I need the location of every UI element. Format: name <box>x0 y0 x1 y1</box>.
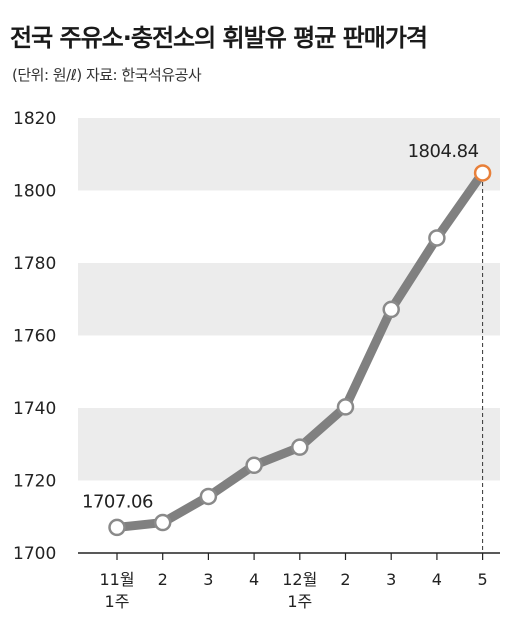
data-label: 1804.84 <box>408 141 479 162</box>
grid-bands <box>78 118 500 481</box>
y-tick-label: 1820 <box>13 109 56 129</box>
y-tick-label: 1740 <box>13 399 56 419</box>
data-points <box>108 164 492 537</box>
x-axis-ticks: 11월 1주 2 3 4 12월 1주 2 3 4 5 <box>99 553 488 611</box>
x-tick-label: 2 <box>340 570 350 589</box>
y-tick-label: 1720 <box>13 472 56 492</box>
x-tick-label: 4 <box>432 570 442 589</box>
data-point <box>291 438 309 456</box>
x-tick-label: 2 <box>158 570 168 589</box>
x-tick-label: 1주 <box>287 592 312 611</box>
x-tick-label: 12월 <box>282 570 317 589</box>
x-tick-label: 11월 <box>99 570 134 589</box>
grid-band <box>78 118 500 191</box>
y-tick-label: 1780 <box>13 254 56 274</box>
data-point <box>108 518 126 537</box>
grid-band <box>78 408 500 481</box>
data-point <box>153 513 172 532</box>
data-point <box>199 487 218 506</box>
data-point <box>245 456 263 475</box>
data-label: 1707.06 <box>82 491 153 512</box>
data-point <box>336 398 355 416</box>
chart-subtitle: (단위: 원/ℓ) 자료: 한국석유공사 <box>12 66 202 84</box>
data-point-highlight <box>473 164 492 182</box>
x-tick-label: 1주 <box>105 592 130 611</box>
x-tick-label: 3 <box>386 570 396 589</box>
y-axis-ticks: 1700 1720 1740 1760 1780 1800 1820 <box>13 109 56 564</box>
y-tick-label: 1800 <box>13 182 56 202</box>
x-tick-label: 3 <box>203 570 213 589</box>
y-tick-label: 1700 <box>13 544 56 564</box>
x-tick-label: 5 <box>478 570 488 589</box>
data-point <box>382 300 400 319</box>
data-point <box>428 229 446 247</box>
chart-title: 전국 주유소·충전소의 휘발유 평균 판매가격 <box>10 24 428 52</box>
y-tick-label: 1760 <box>13 327 56 347</box>
grid-band <box>78 263 500 336</box>
data-labels: 1707.06 1804.84 <box>82 141 479 512</box>
x-tick-label: 4 <box>249 570 259 589</box>
